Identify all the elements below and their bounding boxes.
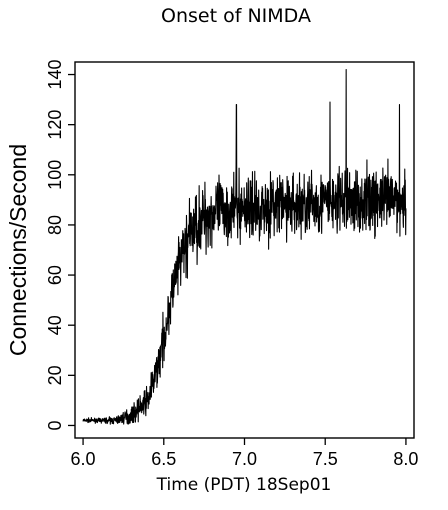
y-axis: 0 20 40 60 80 100 120 140 — [45, 60, 75, 430]
y-tick-label: 140 — [45, 60, 65, 90]
plot-area — [82, 68, 407, 425]
x-axis: 6.0 6.5 7.0 7.5 8.0 — [71, 438, 418, 469]
plot-frame — [74, 61, 415, 439]
y-tick-label: 40 — [45, 315, 65, 335]
x-tick-label: 8.0 — [393, 449, 418, 469]
y-tick-label: 60 — [45, 265, 65, 285]
x-tick-label: 6.0 — [71, 449, 96, 469]
y-tick-label: 0 — [45, 420, 65, 430]
y-tick-label: 80 — [45, 215, 65, 235]
y-tick-label: 120 — [45, 110, 65, 140]
chart-title: Onset of NIMDA — [161, 5, 311, 27]
series-line — [82, 68, 407, 425]
x-tick-label: 7.0 — [232, 449, 257, 469]
y-axis-label: Connections/Second — [5, 144, 31, 356]
y-tick-label: 100 — [45, 160, 65, 190]
x-tick-label: 7.5 — [313, 449, 338, 469]
x-axis-label: Time (PDT) 18Sep01 — [156, 475, 332, 495]
y-tick-label: 20 — [45, 365, 65, 385]
x-tick-label: 6.5 — [151, 449, 176, 469]
